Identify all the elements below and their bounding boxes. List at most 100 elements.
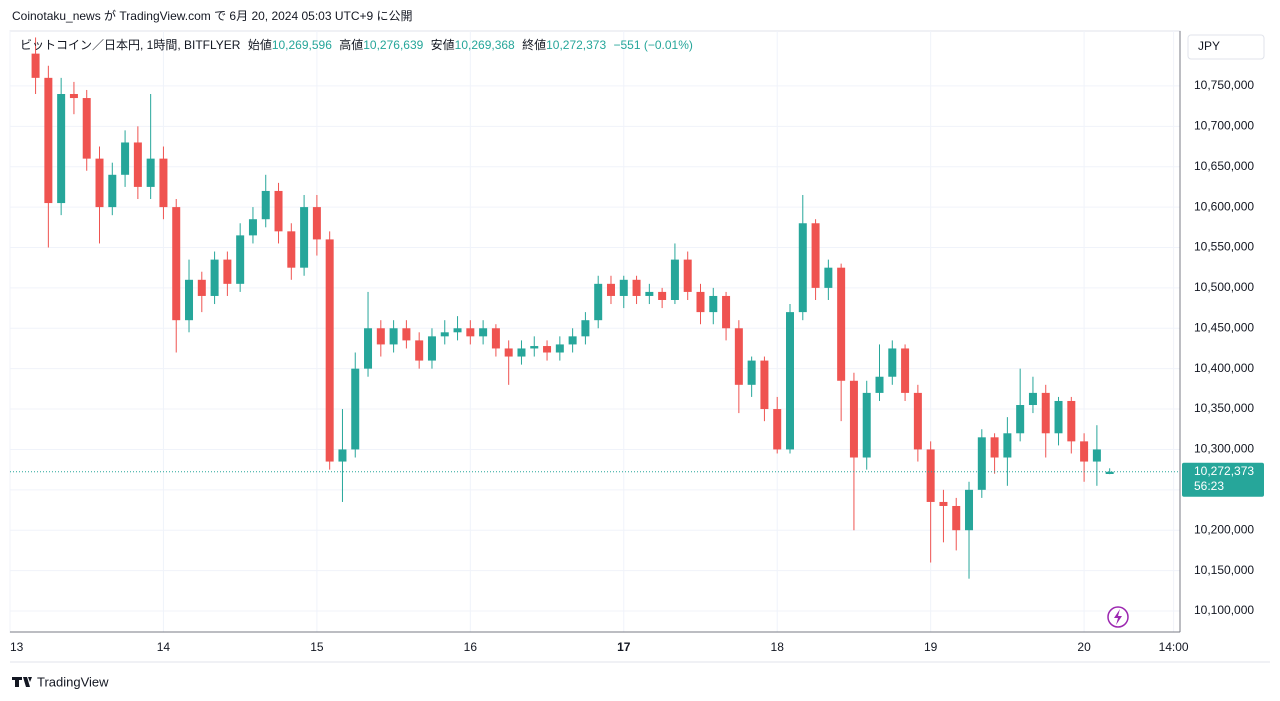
candle-body xyxy=(658,291,667,300)
candle-body xyxy=(862,392,871,458)
candle-body xyxy=(875,376,884,393)
candle-body xyxy=(427,336,436,361)
high-label: 高値 xyxy=(339,37,363,52)
candle-body xyxy=(185,279,194,321)
open-value: 10,269,596 xyxy=(272,38,332,52)
candle-body xyxy=(606,283,615,296)
candle-body xyxy=(1028,392,1037,406)
candle-body xyxy=(236,235,245,284)
candle-body xyxy=(95,158,104,208)
candle-body xyxy=(683,259,692,292)
brand: TradingView xyxy=(37,674,109,689)
y-tick-label: 10,200,000 xyxy=(1194,522,1254,536)
candle-body xyxy=(1092,449,1101,462)
candle-body xyxy=(990,437,999,458)
candle-body xyxy=(786,312,794,450)
candle-body xyxy=(402,328,411,341)
candle-body xyxy=(261,190,270,220)
x-tick-label: 14:00 xyxy=(1159,640,1189,654)
candle-body xyxy=(709,295,718,313)
candle-body xyxy=(133,142,142,187)
candle-body xyxy=(415,340,424,361)
candle-body xyxy=(568,336,577,345)
symbol: ビットコイン／日本円, 1時間, BITFLYER xyxy=(20,38,241,52)
low-value: 10,269,368 xyxy=(455,38,515,52)
candle-body xyxy=(287,231,296,268)
x-tick-label: 20 xyxy=(1077,640,1091,654)
candle-body xyxy=(274,190,283,232)
candle-body xyxy=(1080,441,1089,462)
close-label: 終値 xyxy=(522,37,546,52)
candle-body xyxy=(734,328,743,385)
candle-body xyxy=(159,158,168,208)
legend-line: ビットコイン／日本円, 1時間, BITFLYER 始値10,269,596 高… xyxy=(20,37,693,52)
y-tick-label: 10,750,000 xyxy=(1194,78,1254,92)
candle-body xyxy=(223,259,232,284)
candle-body xyxy=(146,158,155,187)
candle-body xyxy=(312,207,321,240)
candle-body xyxy=(440,332,449,337)
x-tick-label: 16 xyxy=(464,640,478,654)
y-tick-label: 10,400,000 xyxy=(1194,361,1254,375)
candle-body xyxy=(338,449,347,462)
candle-body xyxy=(351,368,360,450)
candle-body xyxy=(913,392,922,450)
candle-body xyxy=(210,259,219,296)
y-tick-label: 10,450,000 xyxy=(1194,320,1254,334)
candle-body xyxy=(824,267,833,288)
candle-body xyxy=(364,328,373,369)
candle-body xyxy=(773,409,782,450)
currency-box[interactable] xyxy=(1187,34,1265,60)
x-tick-label: 17 xyxy=(617,640,631,654)
candle-body xyxy=(479,328,488,337)
candle-body xyxy=(849,380,858,458)
candle-body xyxy=(325,239,334,462)
candle-body xyxy=(594,283,603,321)
currency: JPY xyxy=(1198,39,1220,53)
y-tick-label: 10,500,000 xyxy=(1194,280,1254,294)
candle-body xyxy=(1105,471,1114,474)
candle-body xyxy=(1041,392,1050,434)
candle-body xyxy=(44,77,53,204)
x-tick-label: 13 xyxy=(10,640,24,654)
candle-body xyxy=(491,328,500,349)
candle-body xyxy=(670,259,679,300)
candle-body xyxy=(82,98,91,159)
candle-body xyxy=(926,449,935,502)
candle-body xyxy=(965,489,974,531)
candle-body xyxy=(300,207,309,268)
x-tick-label: 18 xyxy=(771,640,785,654)
last-price-box xyxy=(1182,462,1264,497)
candle-body xyxy=(172,207,181,321)
candle-body xyxy=(197,279,206,296)
candle-body xyxy=(645,291,654,296)
candle-body xyxy=(798,223,807,313)
candle-body xyxy=(901,348,910,393)
candle-body xyxy=(977,437,986,490)
candle-body xyxy=(108,174,117,208)
candle-body xyxy=(696,291,705,313)
candle-body xyxy=(888,348,897,377)
plot-area xyxy=(9,30,1181,633)
low-label: 安値 xyxy=(431,37,455,52)
y-tick-label: 10,550,000 xyxy=(1194,240,1254,254)
y-tick-label: 10,150,000 xyxy=(1194,563,1254,577)
candle-body xyxy=(581,320,590,337)
last-price-label: 10,272,373 xyxy=(1194,464,1254,478)
open-label: 始値 xyxy=(248,37,272,52)
candle-body xyxy=(632,279,641,296)
publisher: Coinotaku_news が TradingView.com で 6月 20… xyxy=(12,8,413,23)
candle-body xyxy=(952,505,961,531)
candle-body xyxy=(31,53,40,78)
high-value: 10,276,639 xyxy=(363,38,423,52)
candle-body xyxy=(747,360,756,385)
candle-body xyxy=(619,279,628,296)
close-value: 10,272,373 xyxy=(546,38,606,52)
y-tick-label: 10,100,000 xyxy=(1194,603,1254,617)
candle-body xyxy=(543,346,552,353)
y-tick-label: 10,350,000 xyxy=(1194,401,1254,415)
candle-body xyxy=(811,223,820,288)
candle-body xyxy=(1016,405,1025,434)
x-tick-label: 14 xyxy=(157,640,171,654)
